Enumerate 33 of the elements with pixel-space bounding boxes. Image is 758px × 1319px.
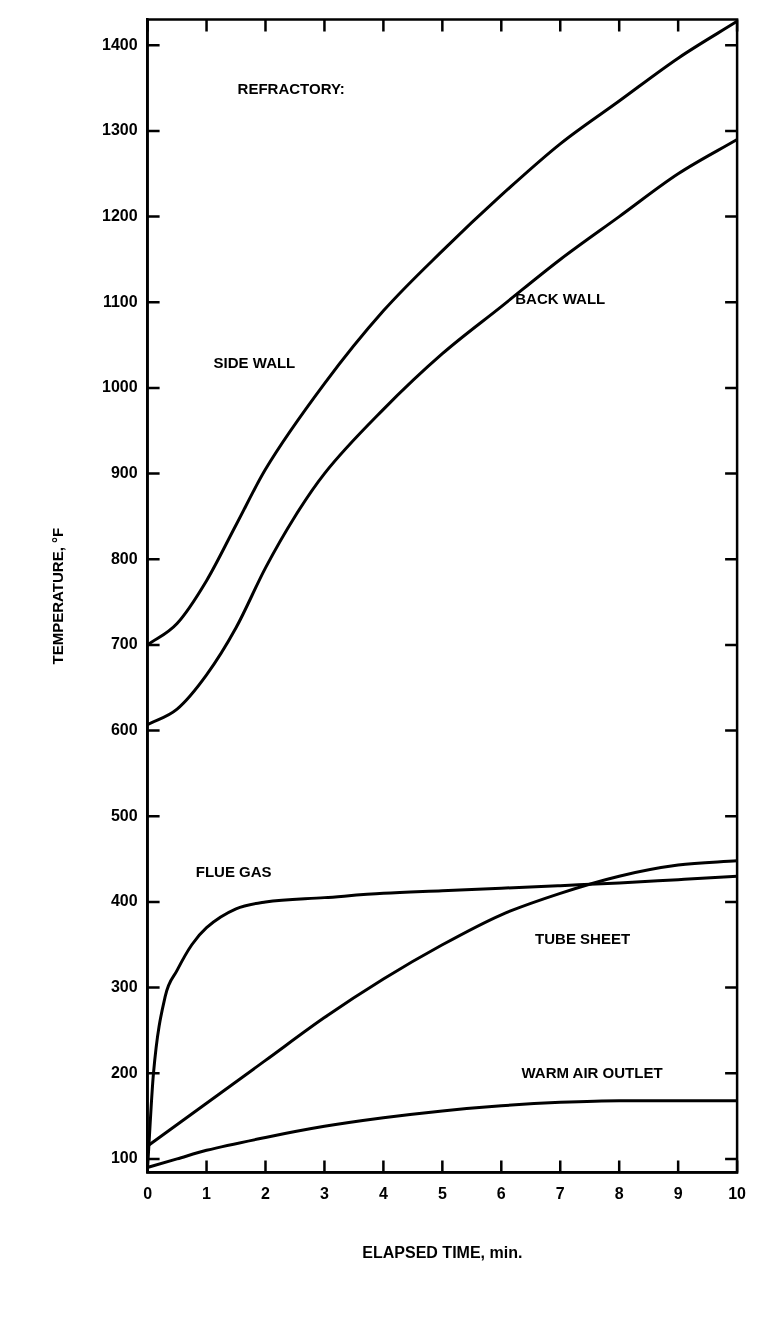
y-tick-label: 200 <box>110 1063 138 1081</box>
x-tick-label: 8 <box>614 1184 624 1202</box>
y-tick-label: 500 <box>110 806 138 824</box>
x-tick-label: 2 <box>261 1184 271 1202</box>
x-tick-label: 4 <box>378 1184 388 1202</box>
y-tick-label: 400 <box>110 892 138 910</box>
y-tick-label: 600 <box>110 720 138 738</box>
y-tick-label: 100 <box>110 1149 138 1167</box>
annotation: REFRACTORY: <box>237 79 345 97</box>
x-axis-title: ELAPSED TIME, min. <box>362 1243 523 1261</box>
x-tick-label: 0 <box>143 1184 153 1202</box>
series-label: TUBE SHEET <box>535 929 631 947</box>
y-axis-title: TEMPERATURE, °F <box>49 527 67 665</box>
series-label: WARM AIR OUTLET <box>521 1064 663 1082</box>
x-tick-label: 9 <box>673 1184 683 1202</box>
y-tick-label: 1100 <box>102 292 138 310</box>
y-tick-label: 300 <box>110 977 138 995</box>
y-tick-label: 800 <box>110 549 138 567</box>
y-tick-label: 1300 <box>102 121 138 139</box>
x-tick-label: 5 <box>437 1184 447 1202</box>
y-tick-label: 700 <box>110 635 138 653</box>
x-tick-label: 10 <box>728 1184 747 1202</box>
series-label: BACK WALL <box>515 289 606 307</box>
x-tick-label: 7 <box>555 1184 565 1202</box>
text: SIDE WALL <box>213 353 296 371</box>
x-tick-label: 1 <box>202 1184 212 1202</box>
y-tick-label: 900 <box>110 464 138 482</box>
y-tick-label: 1400 <box>102 35 138 53</box>
x-tick-label: 3 <box>319 1184 329 1202</box>
y-tick-label: 1200 <box>102 207 138 225</box>
series-label: FLUE GAS <box>195 862 272 880</box>
y-tick-label: 1000 <box>102 378 138 396</box>
x-tick-label: 6 <box>496 1184 506 1202</box>
